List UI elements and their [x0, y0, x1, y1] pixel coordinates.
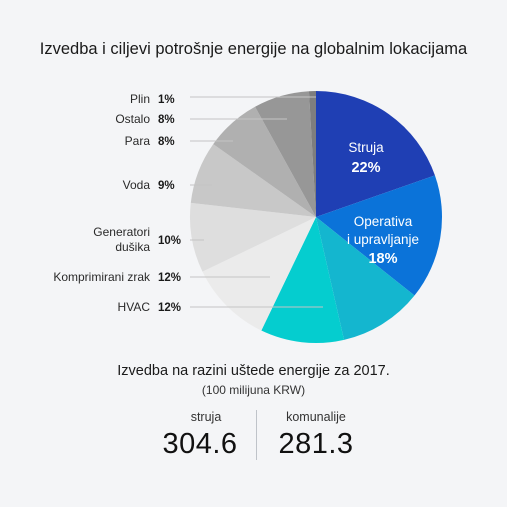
stats-divider — [256, 410, 257, 460]
pie-slice-operativa-i-upravljanje — [316, 175, 443, 296]
pie-slice-komprimirani-zrak — [202, 217, 316, 331]
slice-label-komprimirani-zrak: Komprimirani zrak — [53, 270, 151, 284]
slice-value-plin: 1% — [158, 94, 175, 106]
stat-value-struja: 304.6 — [162, 428, 238, 460]
slice-label-generatori-dusika-line1: Generatori — [93, 225, 150, 239]
slice-label-operativa-i-upravljanje-line2: i upravljanje — [347, 232, 419, 247]
slice-label-hvac: HVAC — [118, 300, 151, 314]
slice-value-voda: 9% — [158, 180, 175, 192]
slice-value-generatori-dusika: 10% — [158, 235, 181, 247]
pie-slice-generatori-dusika — [189, 202, 316, 272]
pie-slice-para — [213, 106, 316, 217]
slice-label-para: Para — [125, 134, 151, 148]
slice-label-ostalo: Ostalo — [115, 112, 150, 126]
slice-label-voda: Voda — [123, 178, 151, 192]
slice-value-ostalo: 8% — [158, 114, 175, 126]
slice-value-komprimirani-zrak: 12% — [158, 272, 181, 284]
slice-value-operativa-i-upravljanje: 18% — [368, 251, 397, 267]
slice-label-generatori-dusika-line2: dušika — [115, 240, 150, 254]
stat-value-komunalije: 281.3 — [278, 428, 354, 460]
slice-value-hvac: 12% — [158, 302, 181, 314]
slice-value-struja: 22% — [351, 160, 380, 176]
pie-slice-unlabeled-2 — [316, 217, 415, 340]
slice-label-operativa-i-upravljanje-line1: Operativa — [354, 214, 413, 229]
stat-label-struja: struja — [190, 410, 222, 424]
slice-label-struja: Struja — [348, 140, 384, 155]
pie-slice-struja — [316, 91, 435, 217]
slice-value-para: 8% — [158, 136, 175, 148]
pie-slice-ostalo — [255, 91, 316, 217]
chart-title: Izvedba i ciljevi potrošnje energije na … — [39, 40, 468, 58]
stat-label-komunalije: komunalije — [286, 410, 346, 424]
savings-unit-note: (100 milijuna KRW) — [201, 383, 306, 397]
pie-slice-hvac — [261, 217, 345, 343]
savings-title: Izvedba na razini uštede energije za 201… — [117, 363, 390, 379]
pie-slice-voda — [190, 144, 316, 217]
pie-slice-plin — [308, 91, 316, 217]
slice-label-plin: Plin — [130, 92, 150, 106]
